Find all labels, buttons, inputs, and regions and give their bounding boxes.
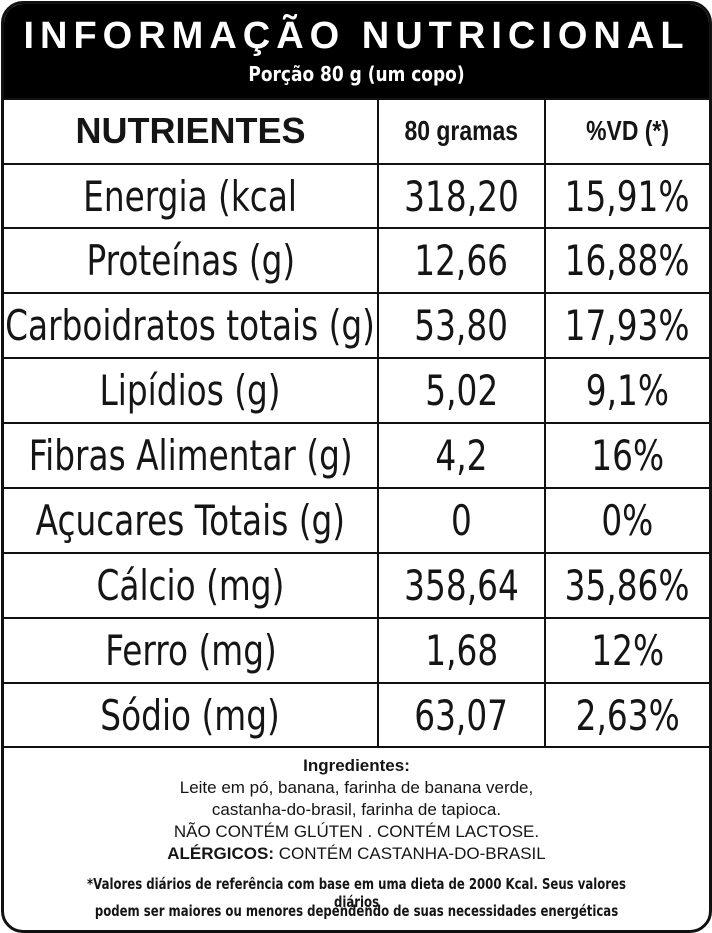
row-divider (4, 292, 709, 294)
cell-text: 5,02 (425, 366, 498, 415)
table-cell-dv: 9,1% (546, 358, 709, 423)
table-cell-amount: 358,64 (379, 553, 544, 618)
table-cell-name: Açucares Totais (g) (4, 488, 377, 553)
row-divider (4, 227, 709, 229)
table-cell-name: Ferro (mg) (4, 618, 377, 683)
table-cell-amount: 53,80 (379, 293, 544, 358)
table-cell-name: Cálcio (mg) (4, 553, 377, 618)
table-header-nutrient: NUTRIENTES (75, 110, 306, 151)
label-footer: Ingredientes: Leite em pó, banana, farin… (4, 750, 709, 930)
cell-text: Açucares Totais (g) (35, 496, 346, 545)
ingredients-line: castanha-do-brasil, farinha de tapioca. (211, 800, 502, 819)
cell-text: 12% (591, 626, 664, 675)
label-title: INFORMAÇÃO NUTRICIONAL (23, 15, 690, 57)
row-divider (4, 357, 709, 359)
table-cell-amount: 1,68 (379, 618, 544, 683)
table-cell-name: Fibras Alimentar (g) (4, 423, 377, 488)
cell-text: 16% (591, 431, 664, 480)
cell-text: 15,91% (565, 171, 690, 221)
cell-text: 17,93% (565, 301, 690, 350)
table-cell-amount: 12,66 (379, 228, 544, 293)
cell-text: Sódio (mg) (100, 691, 281, 740)
allergens-text: CONTÉM CASTANHA-DO-BRASIL (274, 844, 546, 863)
table-header-dv: %VD (*) (586, 115, 669, 146)
daily-value-note: *Valores diários de referência com base … (87, 875, 626, 911)
row-divider (4, 746, 709, 748)
table-cell-dv: 17,93% (546, 293, 709, 358)
table-cell-name: Carboidratos totais (g) (4, 293, 377, 358)
table-cell-dv: 15,91% (546, 164, 709, 228)
row-divider (4, 98, 709, 100)
cell-text: 9,1% (585, 366, 670, 415)
row-divider (4, 487, 709, 489)
table-cell-dv: 12% (546, 618, 709, 683)
cell-text: Proteínas (g) (86, 236, 295, 285)
row-divider (4, 552, 709, 554)
cell-text: Carboidratos totais (g) (5, 301, 376, 350)
cell-text: 16,88% (565, 236, 690, 285)
daily-value-note: podem ser maiores ou menores dependendo … (94, 902, 619, 920)
table-cell-dv: 35,86% (546, 553, 709, 618)
cell-text: 2,63% (575, 691, 680, 740)
cell-text: 318,20 (404, 171, 519, 221)
table-cell-name: Proteínas (g) (4, 228, 377, 293)
ingredients-title: Ingredientes: (303, 756, 410, 775)
cell-text: 35,86% (565, 561, 690, 610)
table-cell-amount: 318,20 (379, 164, 544, 228)
nutrition-table: NUTRIENTES 80 gramas %VD (*) Energia (kc… (4, 98, 709, 748)
cell-text: Fibras Alimentar (g) (28, 431, 353, 480)
cell-text: Ferro (mg) (104, 626, 277, 675)
row-divider (4, 422, 709, 424)
table-cell-amount: 0 (379, 488, 544, 553)
table-header-amount: 80 gramas (404, 115, 519, 146)
ingredients-line: Leite em pó, banana, farinha de banana v… (179, 778, 534, 797)
allergens-label: ALÉRGICOS: (167, 844, 274, 863)
cell-text: 358,64 (404, 561, 519, 610)
table-cell-amount: 4,2 (379, 423, 544, 488)
cell-text: 63,07 (414, 691, 509, 740)
gluten-lactose-statement: NÃO CONTÉM GLÚTEN . CONTÉM LACTOSE. (173, 822, 540, 841)
row-divider (4, 682, 709, 684)
table-cell-dv: 16,88% (546, 228, 709, 293)
label-header: INFORMAÇÃO NUTRICIONAL Porção 80 g (um c… (4, 4, 709, 98)
table-cell-name: Lipídios (g) (4, 358, 377, 423)
table-cell-dv: 0% (546, 488, 709, 553)
cell-text: 4,2 (435, 431, 488, 480)
table-cell-amount: 5,02 (379, 358, 544, 423)
row-divider (4, 617, 709, 619)
cell-text: Cálcio (mg) (96, 561, 285, 610)
table-cell-name: Sódio (mg) (4, 683, 377, 748)
table-cell-name: Energia (kcal (4, 164, 377, 228)
cell-text: 0 (451, 496, 472, 545)
table-cell-dv: 2,63% (546, 683, 709, 748)
serving-size: Porção 80 g (um copo) (248, 62, 465, 86)
table-cell-amount: 63,07 (379, 683, 544, 748)
allergens-statement: ALÉRGICOS: CONTÉM CASTANHA-DO-BRASIL (4, 844, 709, 864)
cell-text: 12,66 (414, 236, 509, 285)
cell-text: 53,80 (414, 301, 509, 350)
table-cell-dv: 16% (546, 423, 709, 488)
row-divider (4, 163, 709, 165)
cell-text: 1,68 (425, 626, 498, 675)
cell-text: Lipídios (g) (99, 366, 282, 415)
cell-text: Energia (kcal (83, 171, 298, 221)
cell-text: 0% (601, 496, 654, 545)
